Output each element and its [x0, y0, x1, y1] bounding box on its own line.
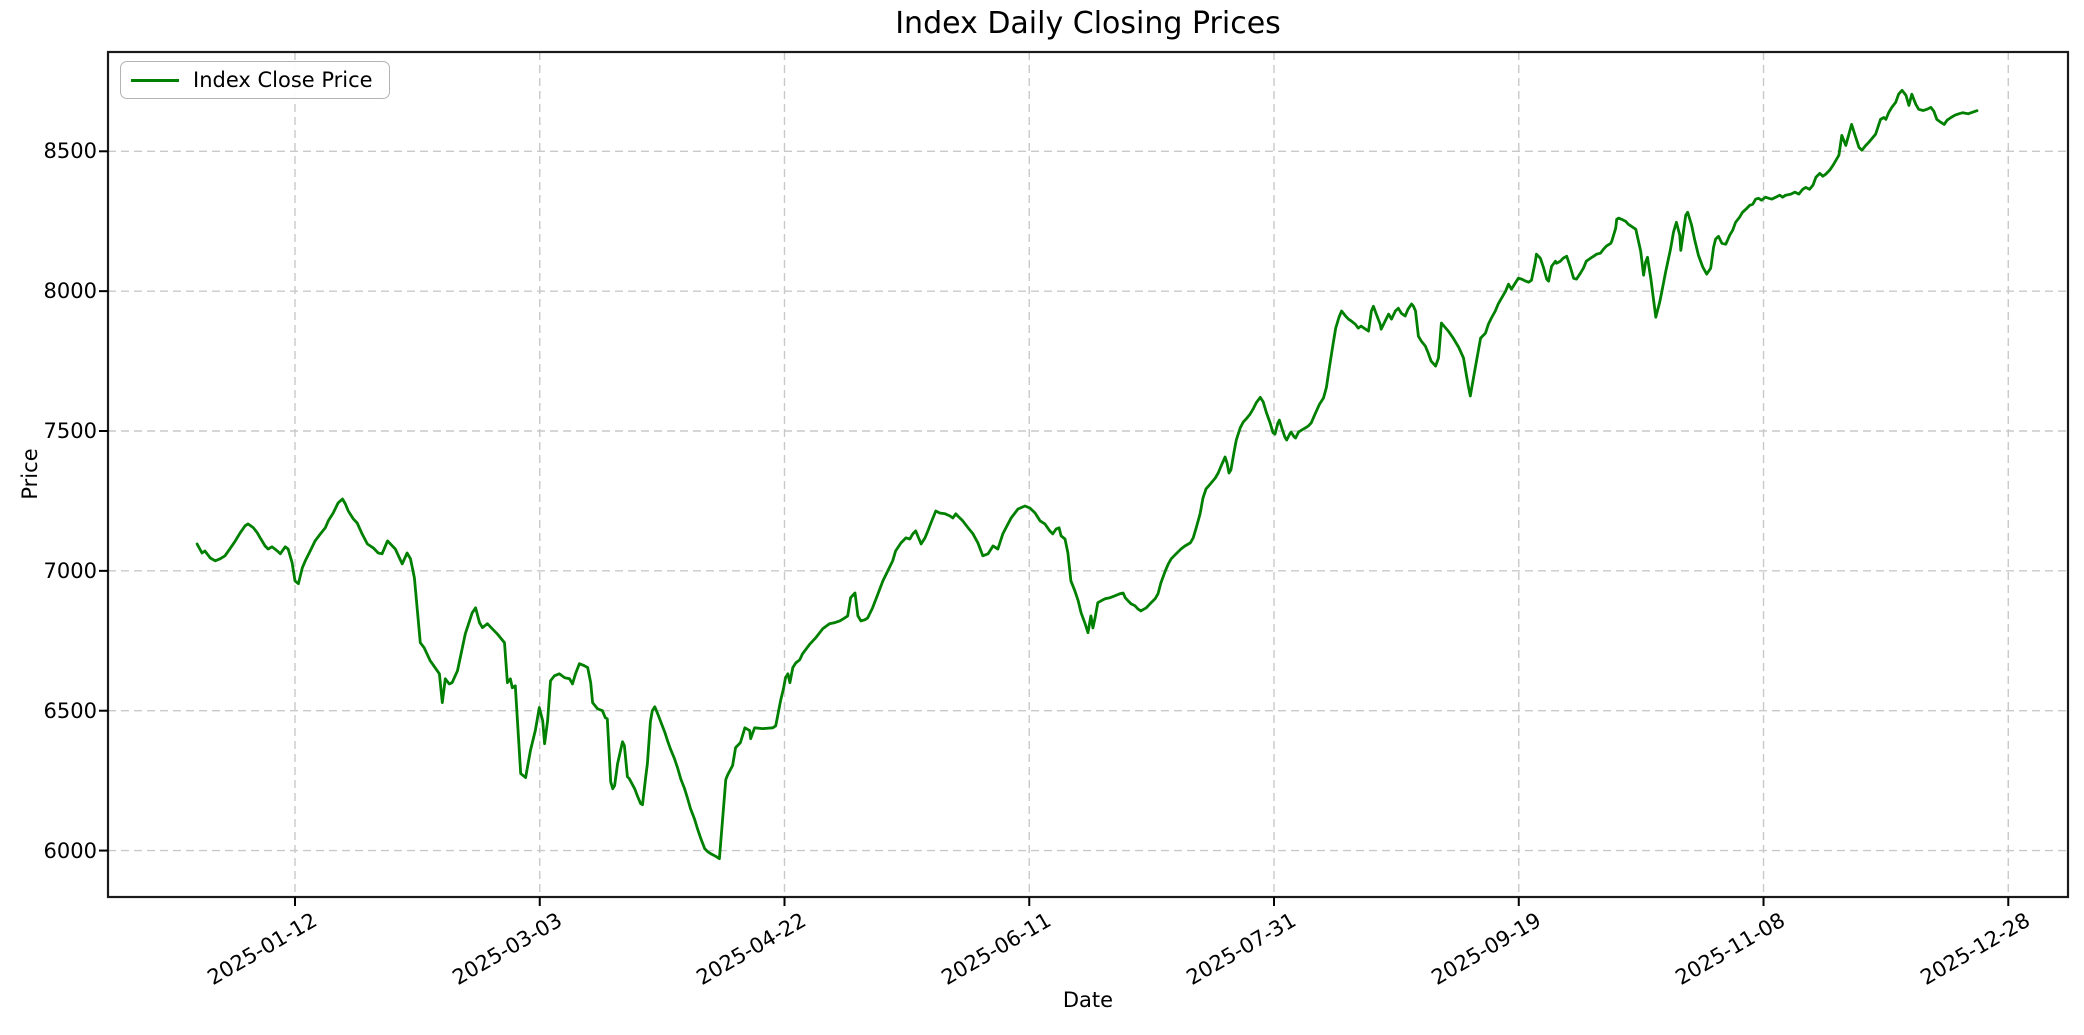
legend-line-sample-icon: [131, 78, 179, 82]
y-tick-label: 8000: [43, 279, 97, 304]
y-tick-label: 6500: [43, 698, 97, 723]
y-tick-label: 8500: [43, 139, 97, 164]
y-tick-label: 7500: [43, 419, 97, 443]
legend-label: Index Close Price: [193, 68, 373, 92]
chart-title: Index Daily Closing Prices: [895, 6, 1281, 41]
price-line-series: [195, 88, 1979, 861]
y-tick-label: 7000: [43, 558, 97, 583]
plot-border: [106, 50, 2070, 899]
legend: Index Close Price: [120, 61, 390, 99]
x-axis-label: Date: [1062, 988, 1114, 1012]
y-axis-label: Price: [18, 448, 42, 500]
y-tick-label: 6000: [43, 838, 97, 863]
